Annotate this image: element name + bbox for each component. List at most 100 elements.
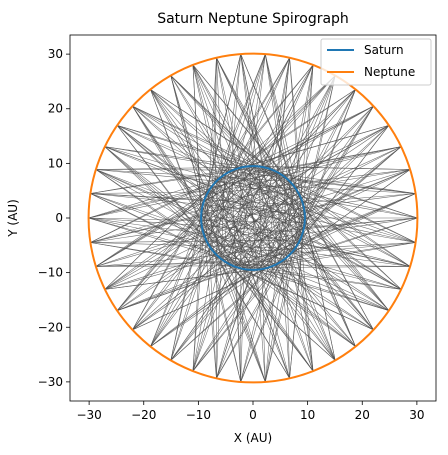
connector-line — [282, 64, 314, 261]
connector-line — [213, 57, 290, 185]
connector-line — [192, 258, 222, 372]
connector-line — [132, 105, 241, 168]
connector-line — [240, 180, 290, 383]
connector-line — [229, 263, 411, 267]
connector-line — [283, 176, 290, 379]
connector-line — [220, 57, 290, 178]
connector-line — [200, 53, 266, 215]
connector-line — [290, 75, 336, 183]
connector-line — [257, 166, 411, 170]
connector-line — [217, 256, 336, 361]
connector-line — [216, 174, 225, 379]
y-tick-label: 20 — [48, 102, 63, 116]
connector-line — [304, 89, 356, 223]
connector-line — [274, 64, 314, 266]
connector-line — [226, 105, 374, 264]
connector-line — [132, 106, 236, 267]
connector-line — [205, 217, 418, 239]
connector-line — [95, 189, 210, 267]
connector-line — [132, 196, 206, 330]
connector-line — [299, 240, 374, 331]
connector-line — [116, 213, 202, 311]
connector-line — [222, 242, 416, 261]
connector-line — [241, 125, 389, 168]
connector-line — [274, 264, 336, 361]
connector-line — [132, 105, 298, 246]
connector-line — [116, 125, 208, 194]
connector-line — [192, 166, 257, 372]
connector-line — [235, 168, 374, 331]
connector-line — [104, 176, 222, 290]
y-tick-label: 30 — [48, 47, 63, 61]
connector-line — [216, 57, 281, 174]
connector-line — [116, 192, 299, 311]
connector-line — [90, 169, 236, 243]
x-axis-label: X (AU) — [234, 431, 272, 445]
x-tick-label: −30 — [76, 408, 101, 422]
connector-line — [281, 174, 418, 219]
connector-line — [263, 217, 418, 270]
connector-line — [271, 242, 416, 267]
connector-line — [284, 89, 356, 178]
connector-line — [203, 89, 356, 235]
connector-line — [170, 221, 202, 361]
connector-line — [295, 247, 314, 372]
connector-line — [240, 187, 296, 383]
connector-line — [170, 75, 222, 260]
connector-line — [132, 105, 292, 253]
connector-line — [265, 264, 278, 382]
connector-line — [150, 89, 283, 176]
connector-line — [216, 180, 218, 379]
connector-line — [150, 169, 273, 347]
connector-line — [212, 250, 266, 383]
connector-line — [132, 165, 255, 331]
connector-line — [216, 57, 256, 270]
connector-line — [297, 191, 374, 330]
x-tick-label: 20 — [355, 408, 370, 422]
connector-line — [219, 257, 266, 383]
connector-line — [264, 167, 416, 243]
connector-line — [104, 146, 304, 231]
connector-line — [90, 165, 251, 194]
connector-line — [116, 125, 278, 264]
y-tick-label: 10 — [48, 156, 63, 170]
connector-line — [192, 64, 294, 252]
connector-line — [265, 53, 293, 184]
connector-line — [90, 193, 227, 263]
connector-line — [289, 57, 303, 234]
connector-line — [242, 166, 314, 372]
connector-line — [170, 75, 207, 196]
connector-line — [90, 193, 305, 215]
connector-line — [260, 166, 336, 361]
connector-line — [200, 219, 241, 383]
connector-line — [202, 230, 402, 290]
connector-line — [170, 194, 300, 361]
connector-line — [240, 245, 298, 383]
connector-line — [214, 57, 217, 183]
connector-line — [90, 193, 219, 257]
connector-line — [301, 234, 402, 290]
connector-line — [203, 234, 290, 379]
connector-line — [236, 193, 416, 268]
x-tick-label: −20 — [131, 408, 156, 422]
connector-line — [90, 242, 296, 249]
connector-line — [302, 232, 356, 347]
y-axis-label: Y (AU) — [6, 199, 20, 238]
connector-line — [170, 167, 240, 361]
connector-line — [192, 262, 279, 372]
connector-line — [282, 146, 402, 176]
connector-line — [233, 125, 390, 267]
connector-line — [95, 169, 296, 190]
connector-line — [230, 264, 374, 331]
connector-line — [104, 224, 305, 290]
connector-line — [298, 192, 411, 267]
connector-line — [218, 89, 356, 179]
connector-line — [289, 57, 305, 225]
connector-line — [302, 89, 356, 232]
connector-line — [132, 266, 272, 331]
connector-line — [150, 181, 216, 347]
connector-line — [88, 171, 278, 219]
connector-line — [285, 177, 356, 347]
connector-line — [277, 172, 356, 347]
